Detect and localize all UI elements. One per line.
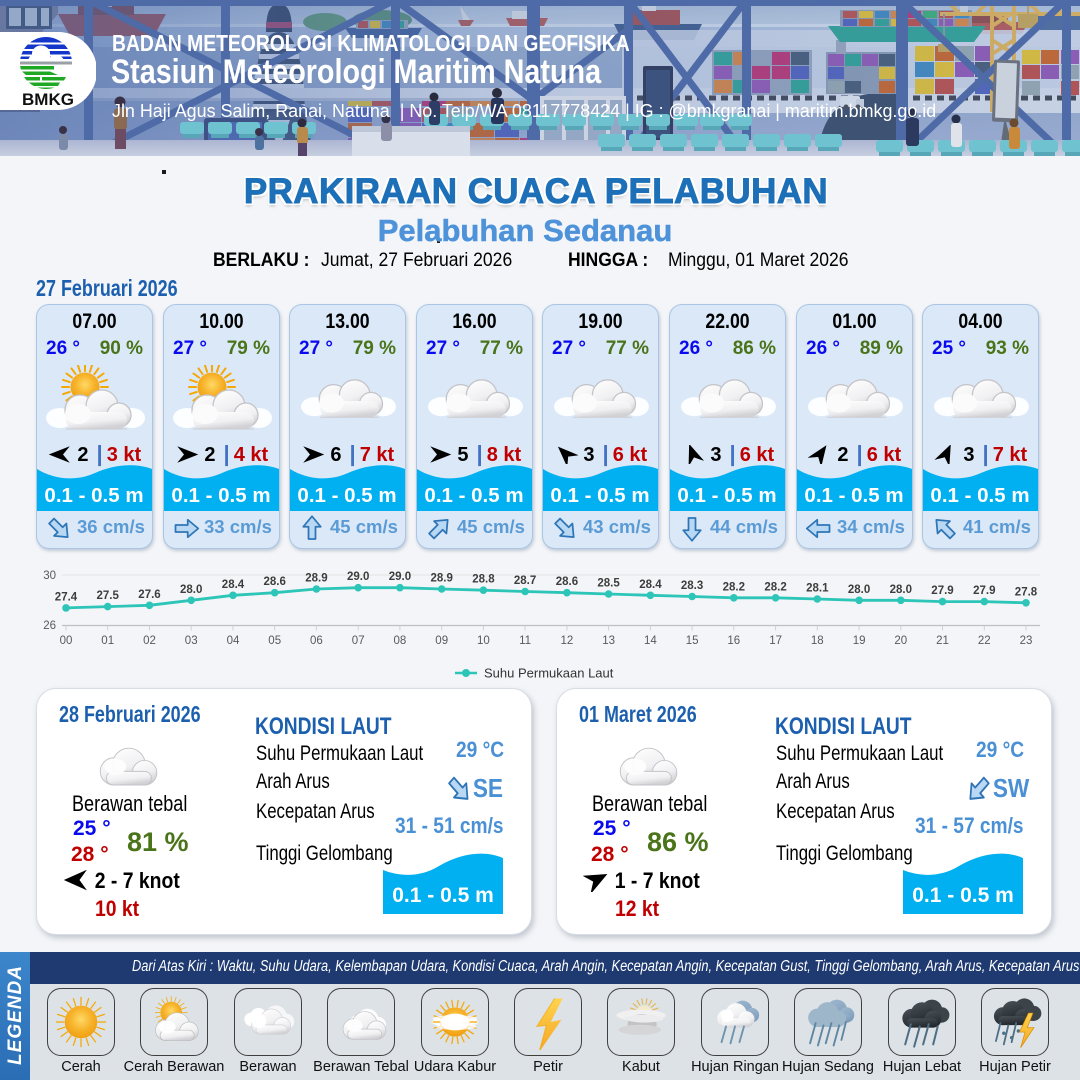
svg-text:14: 14: [644, 635, 657, 647]
svg-text:28.5: 28.5: [597, 578, 620, 590]
svg-text:0.1 - 0.5 m: 0.1 - 0.5 m: [677, 484, 776, 507]
svg-text:12: 12: [561, 635, 574, 647]
svg-text:05: 05: [268, 635, 281, 647]
svg-text:22: 22: [978, 635, 991, 647]
svg-text:29.0: 29.0: [389, 571, 411, 583]
svg-text:27.6: 27.6: [138, 589, 160, 601]
svg-text:Suhu Permukaan Laut: Suhu Permukaan Laut: [484, 666, 614, 681]
svg-text:26: 26: [43, 620, 56, 632]
svg-text:02: 02: [143, 635, 156, 647]
svg-text:30: 30: [43, 570, 56, 582]
svg-text:07: 07: [352, 635, 365, 647]
svg-text:28.7: 28.7: [514, 575, 536, 587]
svg-text:03: 03: [185, 635, 198, 647]
svg-text:27.8: 27.8: [1015, 586, 1038, 598]
svg-text:19: 19: [853, 635, 866, 647]
svg-text:06: 06: [310, 635, 323, 647]
svg-text:04: 04: [227, 635, 240, 647]
svg-text:0.1 - 0.5 m: 0.1 - 0.5 m: [297, 484, 396, 507]
svg-text:11: 11: [519, 635, 531, 647]
svg-text:28.4: 28.4: [222, 579, 245, 591]
svg-text:0.1 - 0.5 m: 0.1 - 0.5 m: [804, 484, 903, 507]
svg-text:08: 08: [394, 635, 407, 647]
svg-text:0.1 - 0.5 m: 0.1 - 0.5 m: [912, 884, 1014, 907]
svg-text:20: 20: [894, 635, 907, 647]
svg-text:27.9: 27.9: [973, 585, 995, 597]
svg-text:0.1 - 0.5 m: 0.1 - 0.5 m: [392, 884, 494, 907]
svg-text:01: 01: [101, 635, 114, 647]
svg-text:28.8: 28.8: [472, 574, 495, 586]
svg-text:BMKG: BMKG: [22, 90, 74, 109]
svg-text:0.1 - 0.5 m: 0.1 - 0.5 m: [171, 484, 270, 507]
svg-text:28.3: 28.3: [681, 580, 703, 592]
svg-text:17: 17: [769, 635, 782, 647]
svg-text:09: 09: [435, 635, 448, 647]
svg-text:28.0: 28.0: [890, 584, 912, 596]
svg-text:23: 23: [1020, 635, 1033, 647]
svg-text:0.1 - 0.5 m: 0.1 - 0.5 m: [550, 484, 649, 507]
svg-text:0.1 - 0.5 m: 0.1 - 0.5 m: [930, 484, 1029, 507]
svg-text:28.2: 28.2: [723, 581, 745, 593]
svg-text:27.5: 27.5: [97, 590, 120, 602]
svg-text:16: 16: [727, 635, 740, 647]
svg-text:28.4: 28.4: [639, 579, 662, 591]
svg-text:28.9: 28.9: [305, 573, 327, 585]
svg-text:28.0: 28.0: [180, 584, 202, 596]
svg-text:28.0: 28.0: [848, 584, 870, 596]
svg-text:21: 21: [936, 635, 949, 647]
svg-text:28.1: 28.1: [806, 583, 829, 595]
svg-text:27.9: 27.9: [931, 585, 953, 597]
svg-text:28.9: 28.9: [431, 573, 453, 585]
svg-text:15: 15: [686, 635, 699, 647]
svg-text:0.1 - 0.5 m: 0.1 - 0.5 m: [424, 484, 523, 507]
svg-text:18: 18: [811, 635, 824, 647]
svg-text:29.0: 29.0: [347, 571, 369, 583]
svg-text:10: 10: [477, 635, 490, 647]
svg-text:13: 13: [602, 635, 615, 647]
svg-text:28.6: 28.6: [264, 576, 286, 588]
svg-text:0.1 - 0.5 m: 0.1 - 0.5 m: [44, 484, 143, 507]
svg-text:28.6: 28.6: [556, 576, 578, 588]
svg-text:28.2: 28.2: [764, 581, 786, 593]
svg-text:27.4: 27.4: [55, 591, 78, 603]
svg-text:00: 00: [60, 635, 73, 647]
